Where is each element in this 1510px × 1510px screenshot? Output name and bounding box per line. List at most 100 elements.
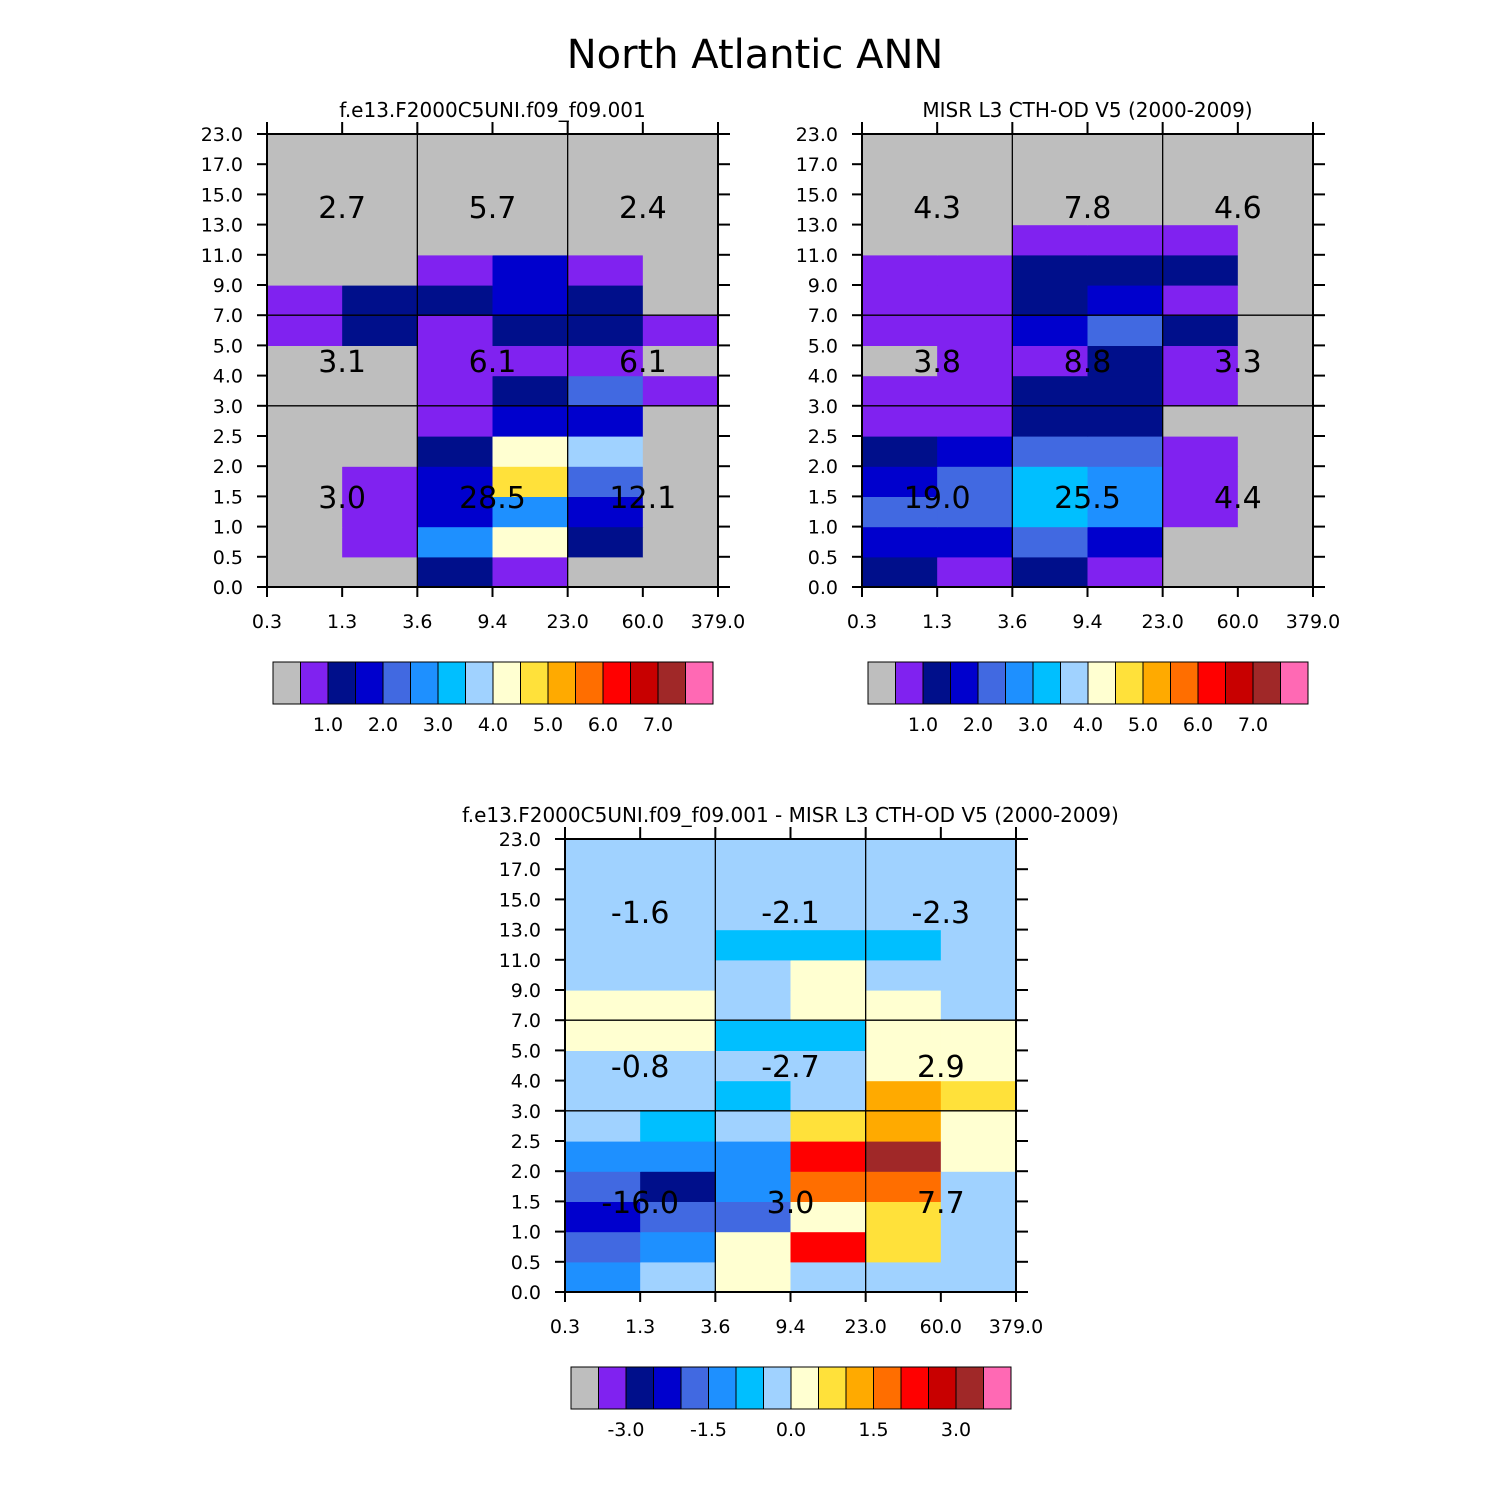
heatmap-cell <box>940 1020 1017 1051</box>
y-tick-label: 11.0 <box>499 950 541 972</box>
colorbar-label: 5.0 <box>1128 714 1158 736</box>
heatmap-cell <box>640 990 716 1021</box>
heatmap-cell <box>640 1110 716 1142</box>
colorbar-swatch <box>653 1366 682 1410</box>
colorbar-swatch <box>1087 661 1116 705</box>
box-value-high: 2.7 <box>318 191 366 226</box>
colorbar-swatch <box>382 661 411 705</box>
heatmap-cell <box>417 496 494 528</box>
colorbar-swatch <box>575 661 604 705</box>
panel-title: f.e13.F2000C5UNI.f09_f09.001 <box>339 98 646 122</box>
colorbar-label: 3.0 <box>1018 714 1048 736</box>
colorbar-swatch <box>520 661 549 705</box>
y-axis: 0.0 0.5 1.0 1.5 2.0 2.5 3.0 4.0 5.0 7.0 9.0 11.0 13.… <box>201 124 730 599</box>
y-tick-label: 5.0 <box>213 335 243 357</box>
heatmap-cell <box>865 1050 942 1082</box>
colorbar-swatch <box>685 661 714 705</box>
heatmap-cell <box>1087 254 1164 286</box>
heatmap-cell <box>940 899 1017 931</box>
colorbar-swatch <box>845 1366 874 1410</box>
heatmap-cell <box>342 556 418 588</box>
box-value-low: 3.0 <box>767 1186 815 1221</box>
heatmap-cell <box>1087 194 1164 226</box>
heatmap-cell <box>940 990 1017 1021</box>
heatmap-cell <box>937 194 1013 226</box>
heatmap-cell <box>1012 496 1089 528</box>
heatmap-cell <box>640 1261 716 1293</box>
box-value-high: -2.3 <box>912 896 971 931</box>
box-value-low: 12.1 <box>609 481 676 516</box>
y-axis: 0.0 0.5 1.0 1.5 2.0 2.5 3.0 4.0 5.0 7.0 9.0 11.0 13.… <box>499 829 1028 1304</box>
heatmap-cell <box>862 496 938 528</box>
heatmap-cell <box>417 466 494 497</box>
heatmap-cell <box>862 315 938 346</box>
y-tick-label: 9.0 <box>511 980 541 1002</box>
heatmap-cell <box>1162 224 1239 256</box>
x-tick-label: 60.0 <box>920 1316 962 1338</box>
y-tick-label: 13.0 <box>796 215 838 237</box>
heatmap-cell <box>1087 526 1164 558</box>
box-value-low: 4.4 <box>1214 481 1262 516</box>
heatmap-cell <box>1237 556 1314 588</box>
colorbar-label: 1.0 <box>313 714 343 736</box>
heatmap-cell <box>937 405 1013 437</box>
heatmap-cell <box>642 436 719 467</box>
box-value-low: 7.7 <box>917 1186 965 1221</box>
heatmap-cell <box>642 315 719 346</box>
x-tick-label: 23.0 <box>845 1316 887 1338</box>
heatmap-cell <box>565 1201 641 1233</box>
heatmap-cell <box>790 1201 867 1233</box>
y-tick-label: 5.0 <box>511 1040 541 1062</box>
colorbar-swatch <box>950 661 979 705</box>
heatmap-cell <box>342 315 418 346</box>
y-tick-label: 2.5 <box>213 426 243 448</box>
y-tick-label: 9.0 <box>213 275 243 297</box>
heatmap-cell <box>640 839 716 870</box>
heatmap-cell <box>940 1080 1017 1112</box>
heatmap-cell <box>567 345 644 377</box>
x-tick-label: 23.0 <box>547 611 589 633</box>
heatmap-cell <box>1162 254 1239 286</box>
y-tick-label: 0.0 <box>511 1282 541 1304</box>
heatmap-cell <box>1162 194 1239 226</box>
panel-title: f.e13.F2000C5UNI.f09_f09.001 - MISR L3 C… <box>462 803 1119 827</box>
heatmap-cell <box>642 496 719 528</box>
heatmap-cell <box>492 375 569 407</box>
heatmap-cell <box>342 224 418 256</box>
heatmap-cell <box>940 929 1017 961</box>
heatmap-cell <box>417 405 494 437</box>
heatmap-cell <box>565 1261 641 1293</box>
heatmap-cell <box>1162 436 1239 467</box>
heatmap-cell <box>642 345 719 377</box>
box-value-middle: -0.8 <box>611 1050 670 1085</box>
heatmap-cell <box>417 375 494 407</box>
heatmap-cell <box>1012 194 1089 226</box>
heatmap-cell <box>267 375 343 407</box>
x-tick-label: 23.0 <box>1142 611 1184 633</box>
heatmap-cell <box>567 164 644 195</box>
heatmap-cell <box>937 345 1013 377</box>
heatmap-cell <box>565 1171 641 1202</box>
colorbar-label: 7.0 <box>1238 714 1268 736</box>
colorbar-label: 4.0 <box>478 714 508 736</box>
panels: f.e13.F2000C5UNI.f09_f09.001 2.7 5.7 2.4 3.1… <box>201 98 1341 1441</box>
heatmap-cell <box>715 990 792 1021</box>
heatmap-cell <box>862 164 938 195</box>
heatmap-cell <box>715 1050 792 1082</box>
heatmap-cell <box>567 285 644 316</box>
heatmap-cell <box>267 556 343 588</box>
heatmap-cell <box>565 1141 641 1172</box>
x-axis: 0.3 1.3 3.6 9.4 23.0 60.0 379.0 <box>252 122 745 633</box>
heatmap-cell <box>865 929 942 961</box>
y-tick-label: 1.0 <box>511 1222 541 1244</box>
colorbar-swatch <box>928 1366 957 1410</box>
heatmap-cell <box>1087 405 1164 437</box>
heatmap-cell <box>940 959 1017 991</box>
colorbar-swatch <box>602 661 631 705</box>
y-tick-label: 3.0 <box>808 396 838 418</box>
x-tick-label: 379.0 <box>1286 611 1340 633</box>
heatmap-cell <box>642 466 719 497</box>
heatmap-cell <box>565 1110 641 1142</box>
heatmap-cell <box>417 254 494 286</box>
heatmap-cell <box>1237 466 1314 497</box>
